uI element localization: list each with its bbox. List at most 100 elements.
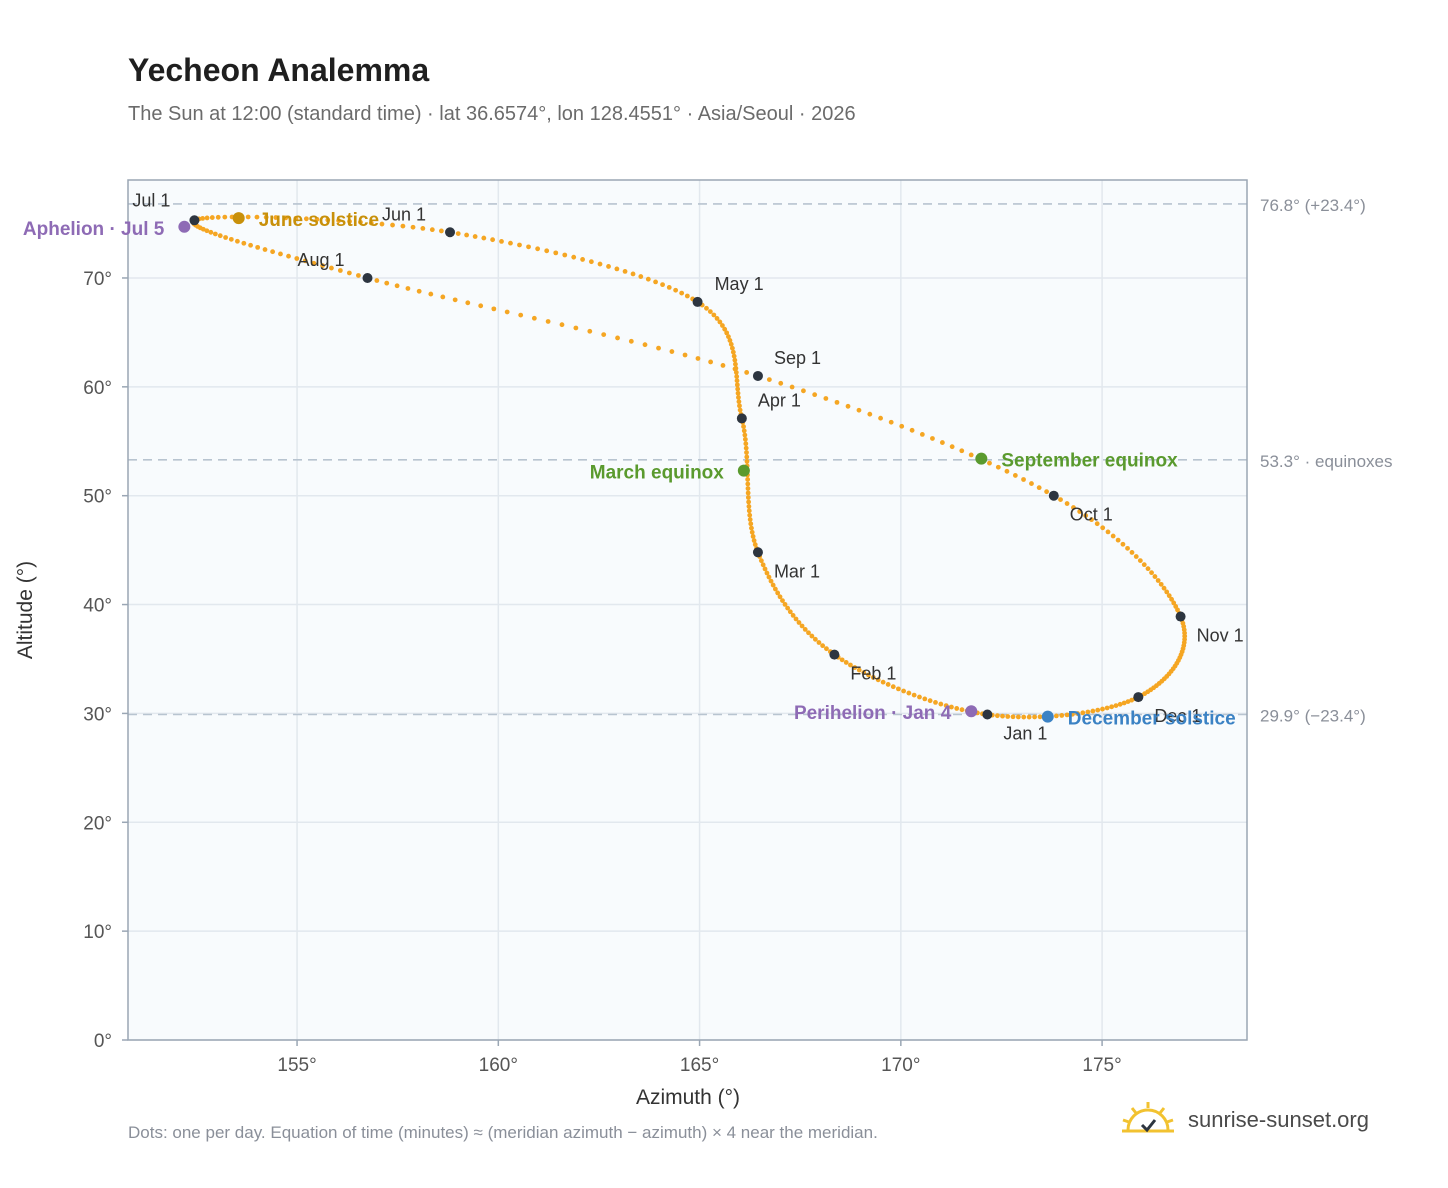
daily-dot [745,495,751,500]
daily-dot [728,341,734,347]
daily-dot [724,330,730,336]
daily-dot [744,459,750,464]
daily-dot [745,486,751,491]
daily-dot [293,215,299,221]
daily-dot [622,269,628,274]
month-marker [1175,611,1186,622]
daily-dot [720,323,725,328]
daily-dot [901,688,907,694]
daily-dot [777,594,783,600]
month-label: Feb 1 [850,664,896,684]
daily-dot [812,392,818,398]
daily-dot [580,257,585,262]
daily-dot [1141,562,1147,568]
daily-dot [1021,477,1026,482]
month-label: Sep 1 [774,348,821,368]
daily-dot [766,377,772,383]
daily-dot [867,411,873,417]
daily-dot [1089,517,1094,523]
daily-dot [736,395,741,400]
daily-dot [455,231,461,237]
daily-dot [420,226,426,231]
y-tick-label: 20° [83,813,112,834]
daily-dot [653,279,658,285]
daily-dot [553,250,559,256]
daily-dot [745,490,751,496]
daily-dot [870,675,876,680]
daily-dot [708,359,714,365]
daily-dot [1090,708,1096,714]
daily-dot [1036,485,1042,491]
daily-dot [1058,497,1063,502]
daily-dot [1115,537,1121,543]
daily-dot [1080,710,1086,716]
daily-dot [731,353,737,359]
daily-dot [642,342,648,348]
daily-dot [732,357,738,363]
daily-dot [802,627,808,632]
daily-dot [1137,558,1143,563]
daily-dot [255,244,261,250]
daily-dot [660,282,665,288]
daily-dot [587,328,593,334]
month-markers: Jan 1 Feb 1 Mar 1 Apr 1 May 1 Jun 1 Jul 1 Aug 1… [132,190,1243,743]
daily-dot [336,218,342,224]
footnote: Dots: one per day. Equation of time (min… [128,1123,878,1142]
daily-dot [745,481,751,487]
daily-dot [1004,468,1010,474]
daily-dot [839,657,845,663]
brand[interactable]: sunrise-sunset.org [1120,1100,1369,1140]
daily-dot [733,361,738,367]
daily-dot [517,242,522,248]
daily-dot [1010,714,1016,720]
daily-dot [778,380,784,386]
month-label: Jan 1 [1003,724,1047,744]
daily-dot [666,285,672,290]
daily-dot [727,338,733,343]
daily-dot [707,309,713,314]
daily-dot [630,271,636,277]
daily-dot [200,215,206,221]
daily-dot [303,216,309,222]
month-marker [692,296,703,307]
daily-dot [314,216,320,222]
month-marker [829,649,840,660]
daily-dot [959,707,965,713]
daily-dot [801,388,806,394]
daily-dot [682,352,688,358]
daily-dot [875,677,881,683]
month-label: Oct 1 [1070,505,1113,525]
daily-dot [782,601,788,607]
daily-dot [1029,481,1034,486]
daily-dot [1158,581,1164,587]
daily-dot [526,244,531,250]
daily-dot [346,270,352,276]
daily-dot [1120,541,1126,547]
daily-dot [799,623,805,629]
daily-dot [440,294,446,300]
chart-subtitle: The Sun at 12:00 (standard time) · lat 3… [128,103,856,125]
daily-dot [374,278,380,283]
daily-dot [845,403,851,409]
daily-dot [410,224,416,230]
daily-dot [752,542,758,547]
daily-dot [793,616,799,622]
daily-dot [217,233,223,239]
daily-dot [1044,489,1050,495]
daily-dot [734,374,740,379]
daily-dot [208,229,214,235]
daily-dot [746,508,752,514]
daily-dot [606,264,611,269]
daily-dot [204,228,210,234]
daily-dot [571,254,577,260]
daily-dot [263,214,269,220]
daily-dot [704,305,709,311]
daily-dot [866,672,871,678]
daily-dot [531,315,537,321]
daily-dot [1071,505,1076,510]
daily-dot [775,590,781,596]
daily-dot [384,280,390,286]
daily-dot [899,423,905,429]
special-label: June solstice [259,210,379,231]
daily-dot [768,578,774,584]
